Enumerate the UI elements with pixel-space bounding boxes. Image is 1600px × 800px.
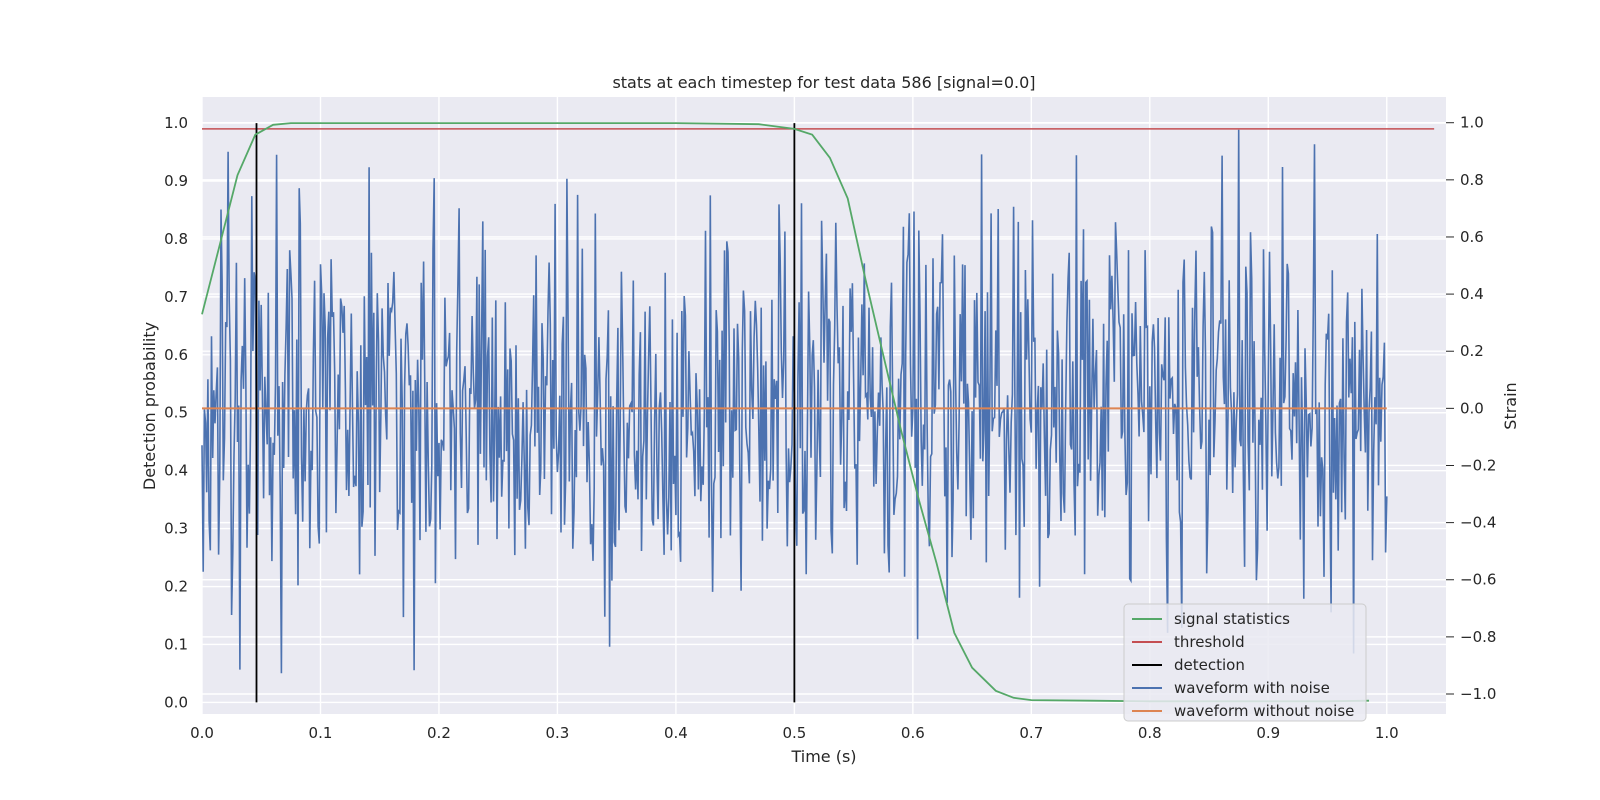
y-tick-label: 0.0 bbox=[164, 693, 188, 711]
x-tick-label: 0.7 bbox=[1019, 724, 1043, 742]
x-tick-label: 0.8 bbox=[1138, 724, 1162, 742]
y2-tick-label: 0.6 bbox=[1460, 228, 1484, 246]
right-axis-ticks: −1.0 −0.8 −0.6 −0.4 −0.2 0.0 0.2 0.4 0.6 0.8 1.0 bbox=[1446, 114, 1496, 703]
legend-label: threshold bbox=[1174, 633, 1245, 651]
legend-label: detection bbox=[1174, 656, 1245, 674]
y2-tick-label: −0.8 bbox=[1460, 628, 1496, 646]
x-tick-label: 0.2 bbox=[427, 724, 451, 742]
series-layer bbox=[201, 122, 1435, 703]
x-tick-label: 0.1 bbox=[309, 724, 333, 742]
y-tick-label: 1.0 bbox=[164, 114, 188, 132]
legend-box bbox=[1123, 603, 1367, 722]
y2-tick-label: 0.0 bbox=[1460, 399, 1484, 417]
y-tick-label: 0.8 bbox=[164, 230, 188, 248]
y-tick-label: 0.3 bbox=[164, 520, 188, 538]
y-tick-label: 0.9 bbox=[164, 172, 188, 190]
y2-tick-label: −0.4 bbox=[1460, 514, 1496, 532]
y2-tick-label: 0.8 bbox=[1460, 171, 1484, 189]
x-tick-label: 0.4 bbox=[664, 724, 688, 742]
y-tick-label: 0.6 bbox=[164, 346, 188, 364]
y-tick-label: 0.1 bbox=[164, 635, 188, 653]
y2-tick-label: 1.0 bbox=[1460, 114, 1484, 132]
y-tick-label: 0.4 bbox=[164, 462, 188, 480]
y2-tick-label: −0.6 bbox=[1460, 571, 1496, 589]
y2-tick-label: 0.4 bbox=[1460, 285, 1484, 303]
y-tick-label: 0.5 bbox=[164, 404, 188, 422]
left-axis-ticks: 0.0 0.1 0.2 0.3 0.4 0.5 0.6 0.7 0.8 0.9 1.0 bbox=[164, 114, 188, 711]
x-tick-label: 1.0 bbox=[1375, 724, 1399, 742]
y2-tick-label: −1.0 bbox=[1460, 685, 1496, 703]
chart-title: stats at each timestep for test data 586… bbox=[612, 73, 1035, 92]
legend-label: waveform with noise bbox=[1174, 679, 1330, 697]
x-tick-label: 0.9 bbox=[1256, 724, 1280, 742]
x-tick-label: 0.5 bbox=[782, 724, 806, 742]
x-tick-label: 0.3 bbox=[545, 724, 569, 742]
legend: signal statistics threshold detection wavef… bbox=[1123, 603, 1367, 722]
y-tick-label: 0.7 bbox=[164, 288, 188, 306]
legend-items: signal statistics threshold detection wavef… bbox=[1132, 610, 1354, 720]
x-axis-label: Time (s) bbox=[790, 747, 856, 766]
x-axis-ticks: 0.0 0.1 0.2 0.3 0.4 0.5 0.6 0.7 0.8 0.9 1.0 bbox=[190, 724, 1399, 742]
x-tick-label: 0.0 bbox=[190, 724, 214, 742]
y-tick-label: 0.2 bbox=[164, 578, 188, 596]
y2-tick-label: −0.2 bbox=[1460, 456, 1496, 474]
y2-tick-label: 0.2 bbox=[1460, 342, 1484, 360]
legend-label: waveform without noise bbox=[1174, 702, 1354, 720]
y-axis-label: Detection probability bbox=[140, 322, 159, 490]
y2-axis-label: Strain bbox=[1501, 382, 1520, 429]
series-signal-statistics bbox=[201, 122, 1370, 703]
x-tick-label: 0.6 bbox=[901, 724, 925, 742]
legend-label: signal statistics bbox=[1174, 610, 1290, 628]
